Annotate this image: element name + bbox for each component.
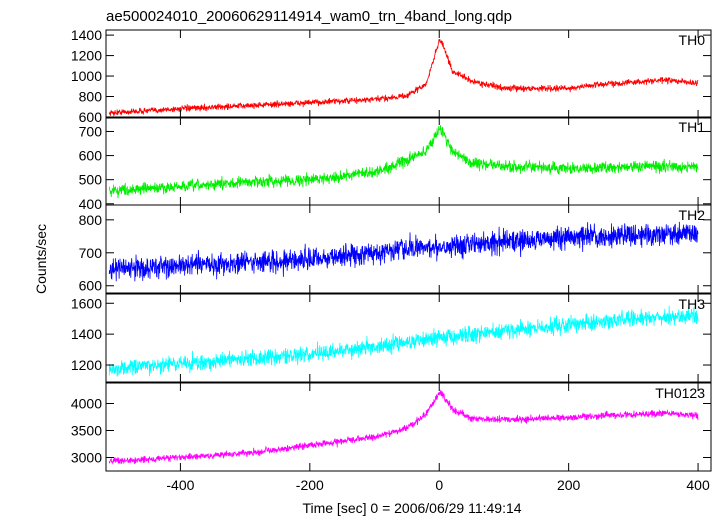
y-tick-label: 800 (79, 212, 103, 228)
y-tick-label: 800 (79, 89, 103, 105)
y-tick-label: 600 (79, 278, 103, 294)
series-line-th3 (108, 305, 699, 377)
y-tick-label: 1200 (71, 48, 102, 64)
panel-frame-th2 (105, 204, 712, 294)
y-tick-label: 1600 (71, 295, 102, 311)
panel-frame-th0 (105, 29, 712, 119)
series-line-th2 (108, 221, 699, 282)
series-line-th1 (108, 125, 699, 199)
x-tick-label: 0 (435, 477, 443, 493)
x-tick-label: -400 (166, 477, 194, 493)
y-tick-label: 500 (79, 172, 103, 188)
panel-label-th3: TH3 (679, 296, 706, 312)
panel-frame-th0123 (105, 382, 712, 472)
y-tick-label: 1400 (71, 27, 102, 43)
panel-frame-th3 (105, 293, 712, 383)
series-line-th0123 (108, 389, 699, 465)
chart-title: ae500024010_20060629114914_wam0_trn_4ban… (106, 8, 512, 25)
y-tick-label: 3500 (71, 423, 102, 439)
y-tick-label: 400 (79, 196, 103, 212)
y-tick-label: 4000 (71, 396, 102, 412)
x-tick-label: 400 (686, 477, 710, 493)
y-tick-label: 1400 (71, 326, 102, 342)
x-tick-label: -200 (296, 477, 324, 493)
y-tick-label: 700 (79, 245, 103, 261)
panel-label-th1: TH1 (679, 119, 706, 135)
panel-label-th2: TH2 (679, 207, 706, 223)
y-tick-label: 1000 (71, 68, 102, 84)
x-axis-label: Time [sec] 0 = 2006/06/29 11:49:14 (302, 500, 521, 516)
y-tick-label: 600 (79, 109, 103, 125)
x-tick-label: 200 (557, 477, 581, 493)
series-line-th0 (108, 38, 699, 117)
y-tick-label: 600 (79, 148, 103, 164)
panel-label-th0123: TH0123 (655, 385, 705, 401)
y-axis-label: Counts/sec (33, 224, 49, 294)
panel-label-th0: TH0 (679, 32, 706, 48)
y-tick-label: 3000 (71, 450, 102, 466)
y-tick-label: 1200 (71, 357, 102, 373)
y-tick-label: 700 (79, 123, 103, 139)
